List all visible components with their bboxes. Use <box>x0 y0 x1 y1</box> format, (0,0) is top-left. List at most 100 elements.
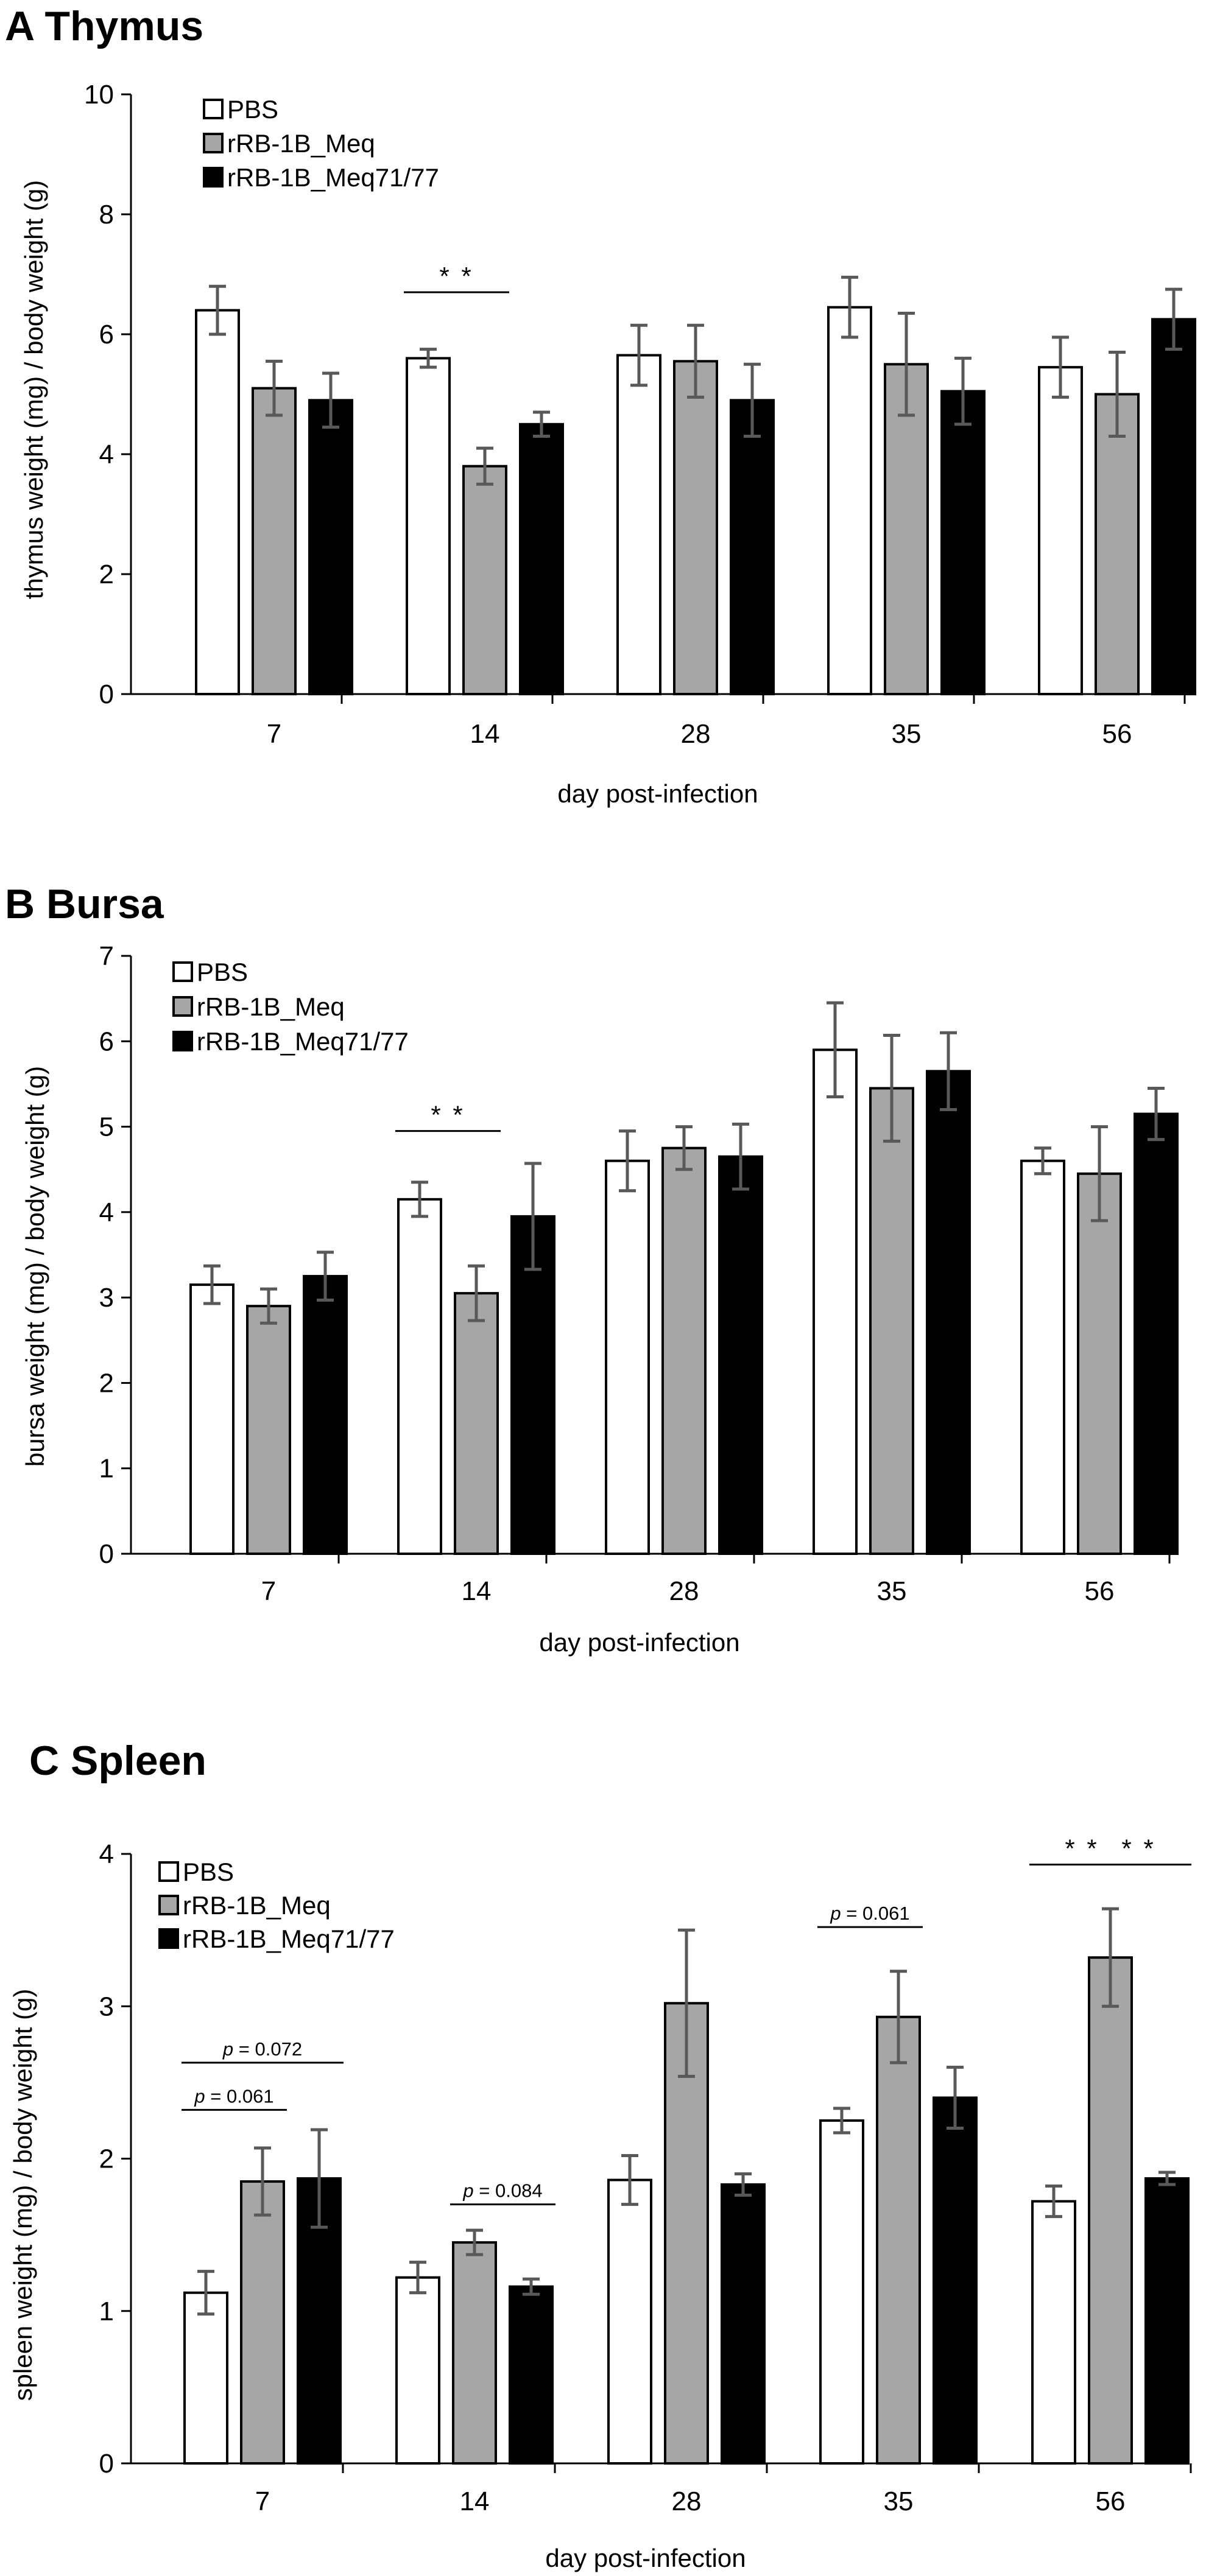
error-bar <box>1034 1146 1051 1176</box>
y-tick-label: 2 <box>99 2144 114 2174</box>
y-tick-label: 8 <box>99 200 114 230</box>
bar <box>884 363 929 695</box>
panel-c-spleen: C Spleen day post-infection spleen weigh… <box>9 1738 1192 2572</box>
error-bar <box>1045 2185 1062 2219</box>
bar <box>519 423 564 695</box>
y-tick-label: 10 <box>84 80 114 110</box>
y-tick-label: 4 <box>99 1839 114 1869</box>
error-bar <box>524 1162 541 1271</box>
legend: PBS rRB-1B_Meq rRB-1B_Meq71/77 <box>203 95 439 192</box>
y-tick-label: 2 <box>99 1368 114 1398</box>
x-tick-label: 7 <box>267 719 281 749</box>
bar <box>462 465 507 695</box>
panel-a-thymus: A Thymus day post-infection thymus weigh… <box>5 3 1196 808</box>
error-bar <box>254 2146 271 2217</box>
bar <box>869 1087 914 1555</box>
legend-label: rRB-1B_Meq <box>183 1891 331 1920</box>
error-bar <box>322 371 339 429</box>
y-tick-label: 0 <box>99 1539 114 1569</box>
error-bar <box>898 312 915 417</box>
bar <box>308 399 353 695</box>
significance-label: p = 0.072 <box>222 2038 302 2060</box>
error-bar <box>409 2261 426 2295</box>
bar <box>605 1159 650 1555</box>
bar <box>1134 1112 1179 1555</box>
bar <box>1144 2177 1190 2465</box>
bar <box>303 1275 348 1556</box>
bar <box>827 306 872 695</box>
error-bar <box>954 356 972 426</box>
bar <box>452 2241 497 2465</box>
error-bar <box>523 2277 540 2296</box>
legend: PBS rRB-1B_Meq rRB-1B_Meq71/77 <box>158 1858 395 1953</box>
bar <box>1151 318 1196 695</box>
x-tick-label: 35 <box>884 2487 914 2516</box>
error-bar <box>619 1129 636 1193</box>
bar <box>718 1155 763 1555</box>
error-bar <box>1148 1086 1165 1142</box>
bar <box>252 387 297 696</box>
significance-label: p = 0.084 <box>462 2180 542 2202</box>
y-tick-label: 3 <box>99 1283 114 1313</box>
y-tick-label: 2 <box>99 560 114 589</box>
bar <box>1095 393 1140 695</box>
legend-swatch <box>172 961 193 982</box>
error-bar <box>940 1031 957 1112</box>
bar <box>1088 1956 1133 2465</box>
x-tick-label: 35 <box>877 1576 907 1606</box>
y-tick-label: 1 <box>99 1454 114 1484</box>
bar <box>616 354 661 695</box>
error-bar <box>260 1287 277 1325</box>
error-bar <box>890 1970 907 2065</box>
error-bar <box>476 446 493 486</box>
x-tick-label: 7 <box>261 1576 276 1606</box>
bar <box>933 2096 978 2465</box>
significance-label: p = 0.061 <box>830 1903 909 1924</box>
error-bar <box>1109 351 1126 438</box>
bar <box>940 390 986 695</box>
x-tick-label: 7 <box>255 2487 270 2516</box>
significance-label: * * <box>439 262 473 290</box>
x-axis-label: day post-infection <box>545 2544 746 2572</box>
legend-label: rRB-1B_Meq71/77 <box>197 1027 409 1056</box>
error-bar <box>675 1125 693 1171</box>
bar <box>1077 1172 1122 1555</box>
bar <box>926 1070 971 1555</box>
error-bar <box>311 2128 328 2229</box>
error-bar <box>833 2107 850 2135</box>
x-tick-label: 28 <box>681 719 711 749</box>
legend-label: PBS <box>197 958 248 986</box>
significance-label: * * <box>1121 1834 1155 1863</box>
error-bar <box>687 323 704 399</box>
error-bar <box>883 1033 900 1143</box>
error-bar <box>841 275 858 339</box>
error-bar <box>266 359 283 417</box>
significance-label: * * <box>431 1101 465 1129</box>
legend-label: PBS <box>183 1858 234 1886</box>
bar <box>406 357 451 695</box>
error-bar <box>411 1181 428 1218</box>
bar <box>240 2180 285 2465</box>
legend-swatch <box>158 1928 179 1949</box>
error-bar <box>468 1264 485 1322</box>
legend-swatch <box>158 1861 179 1882</box>
error-bar <box>209 284 226 336</box>
bar <box>607 2178 652 2465</box>
bar <box>395 2276 440 2465</box>
bar <box>661 1146 707 1555</box>
legend-swatch <box>172 996 193 1017</box>
x-axis-label: day post-infection <box>539 1628 739 1657</box>
y-tick-label: 5 <box>99 1112 114 1142</box>
bar <box>813 1048 858 1556</box>
bar <box>673 360 718 695</box>
x-tick-label: 56 <box>1096 2487 1126 2516</box>
error-bar <box>317 1251 334 1302</box>
y-tick-label: 6 <box>99 1027 114 1056</box>
error-bar <box>630 323 647 387</box>
y-tick-label: 4 <box>99 440 114 469</box>
y-tick-label: 6 <box>99 320 114 349</box>
legend-swatch <box>203 99 224 119</box>
x-axis-label: day post-infection <box>557 779 758 808</box>
y-axis-label: bursa weight (mg) / body weight (g) <box>21 1066 49 1467</box>
